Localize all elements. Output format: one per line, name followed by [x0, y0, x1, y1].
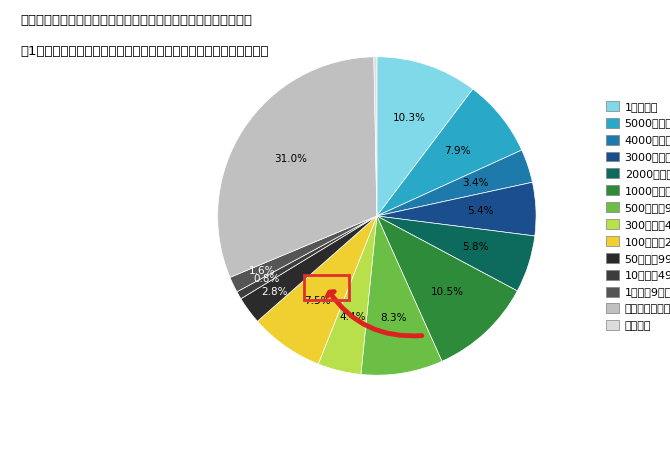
- Text: 31.0%: 31.0%: [274, 154, 307, 164]
- Wedge shape: [241, 216, 377, 321]
- Wedge shape: [318, 216, 377, 374]
- Text: 前問でお答えのコンサルティング会社との仕事を依頼した時の、: 前問でお答えのコンサルティング会社との仕事を依頼した時の、: [20, 14, 252, 27]
- Text: 1.6%: 1.6%: [249, 266, 275, 276]
- Wedge shape: [377, 57, 473, 216]
- Wedge shape: [374, 57, 377, 216]
- Text: 10.5%: 10.5%: [431, 287, 464, 297]
- Text: 3.4%: 3.4%: [462, 178, 488, 189]
- Wedge shape: [377, 150, 533, 216]
- Legend: 1億円以上, 5000万円〜9999万円, 4000万円〜4999万円, 3000万円〜3999万円, 2000万円〜2999万円, 1000万円〜1999万円: 1億円以上, 5000万円〜9999万円, 4000万円〜4999万円, 300…: [602, 96, 670, 336]
- Wedge shape: [361, 216, 442, 375]
- Text: 5.4%: 5.4%: [467, 207, 494, 216]
- Wedge shape: [377, 216, 535, 291]
- Wedge shape: [377, 89, 522, 216]
- Text: 8.3%: 8.3%: [380, 313, 407, 323]
- Text: 4.4%: 4.4%: [339, 311, 366, 322]
- Text: 7.9%: 7.9%: [444, 146, 471, 156]
- Text: 0.8%: 0.8%: [253, 274, 279, 284]
- Wedge shape: [377, 216, 517, 361]
- Text: 1プロジェクトの費用は幾らでしたか？一つだけ教えてください。: 1プロジェクトの費用は幾らでしたか？一つだけ教えてください。: [20, 45, 269, 58]
- Text: 5.8%: 5.8%: [462, 243, 488, 252]
- Wedge shape: [237, 216, 377, 299]
- Wedge shape: [230, 216, 377, 292]
- Wedge shape: [257, 216, 377, 364]
- Wedge shape: [218, 57, 377, 277]
- Text: 7.5%: 7.5%: [304, 296, 330, 306]
- Text: 2.8%: 2.8%: [261, 287, 287, 297]
- Text: 10.3%: 10.3%: [393, 113, 426, 123]
- Wedge shape: [377, 182, 536, 236]
